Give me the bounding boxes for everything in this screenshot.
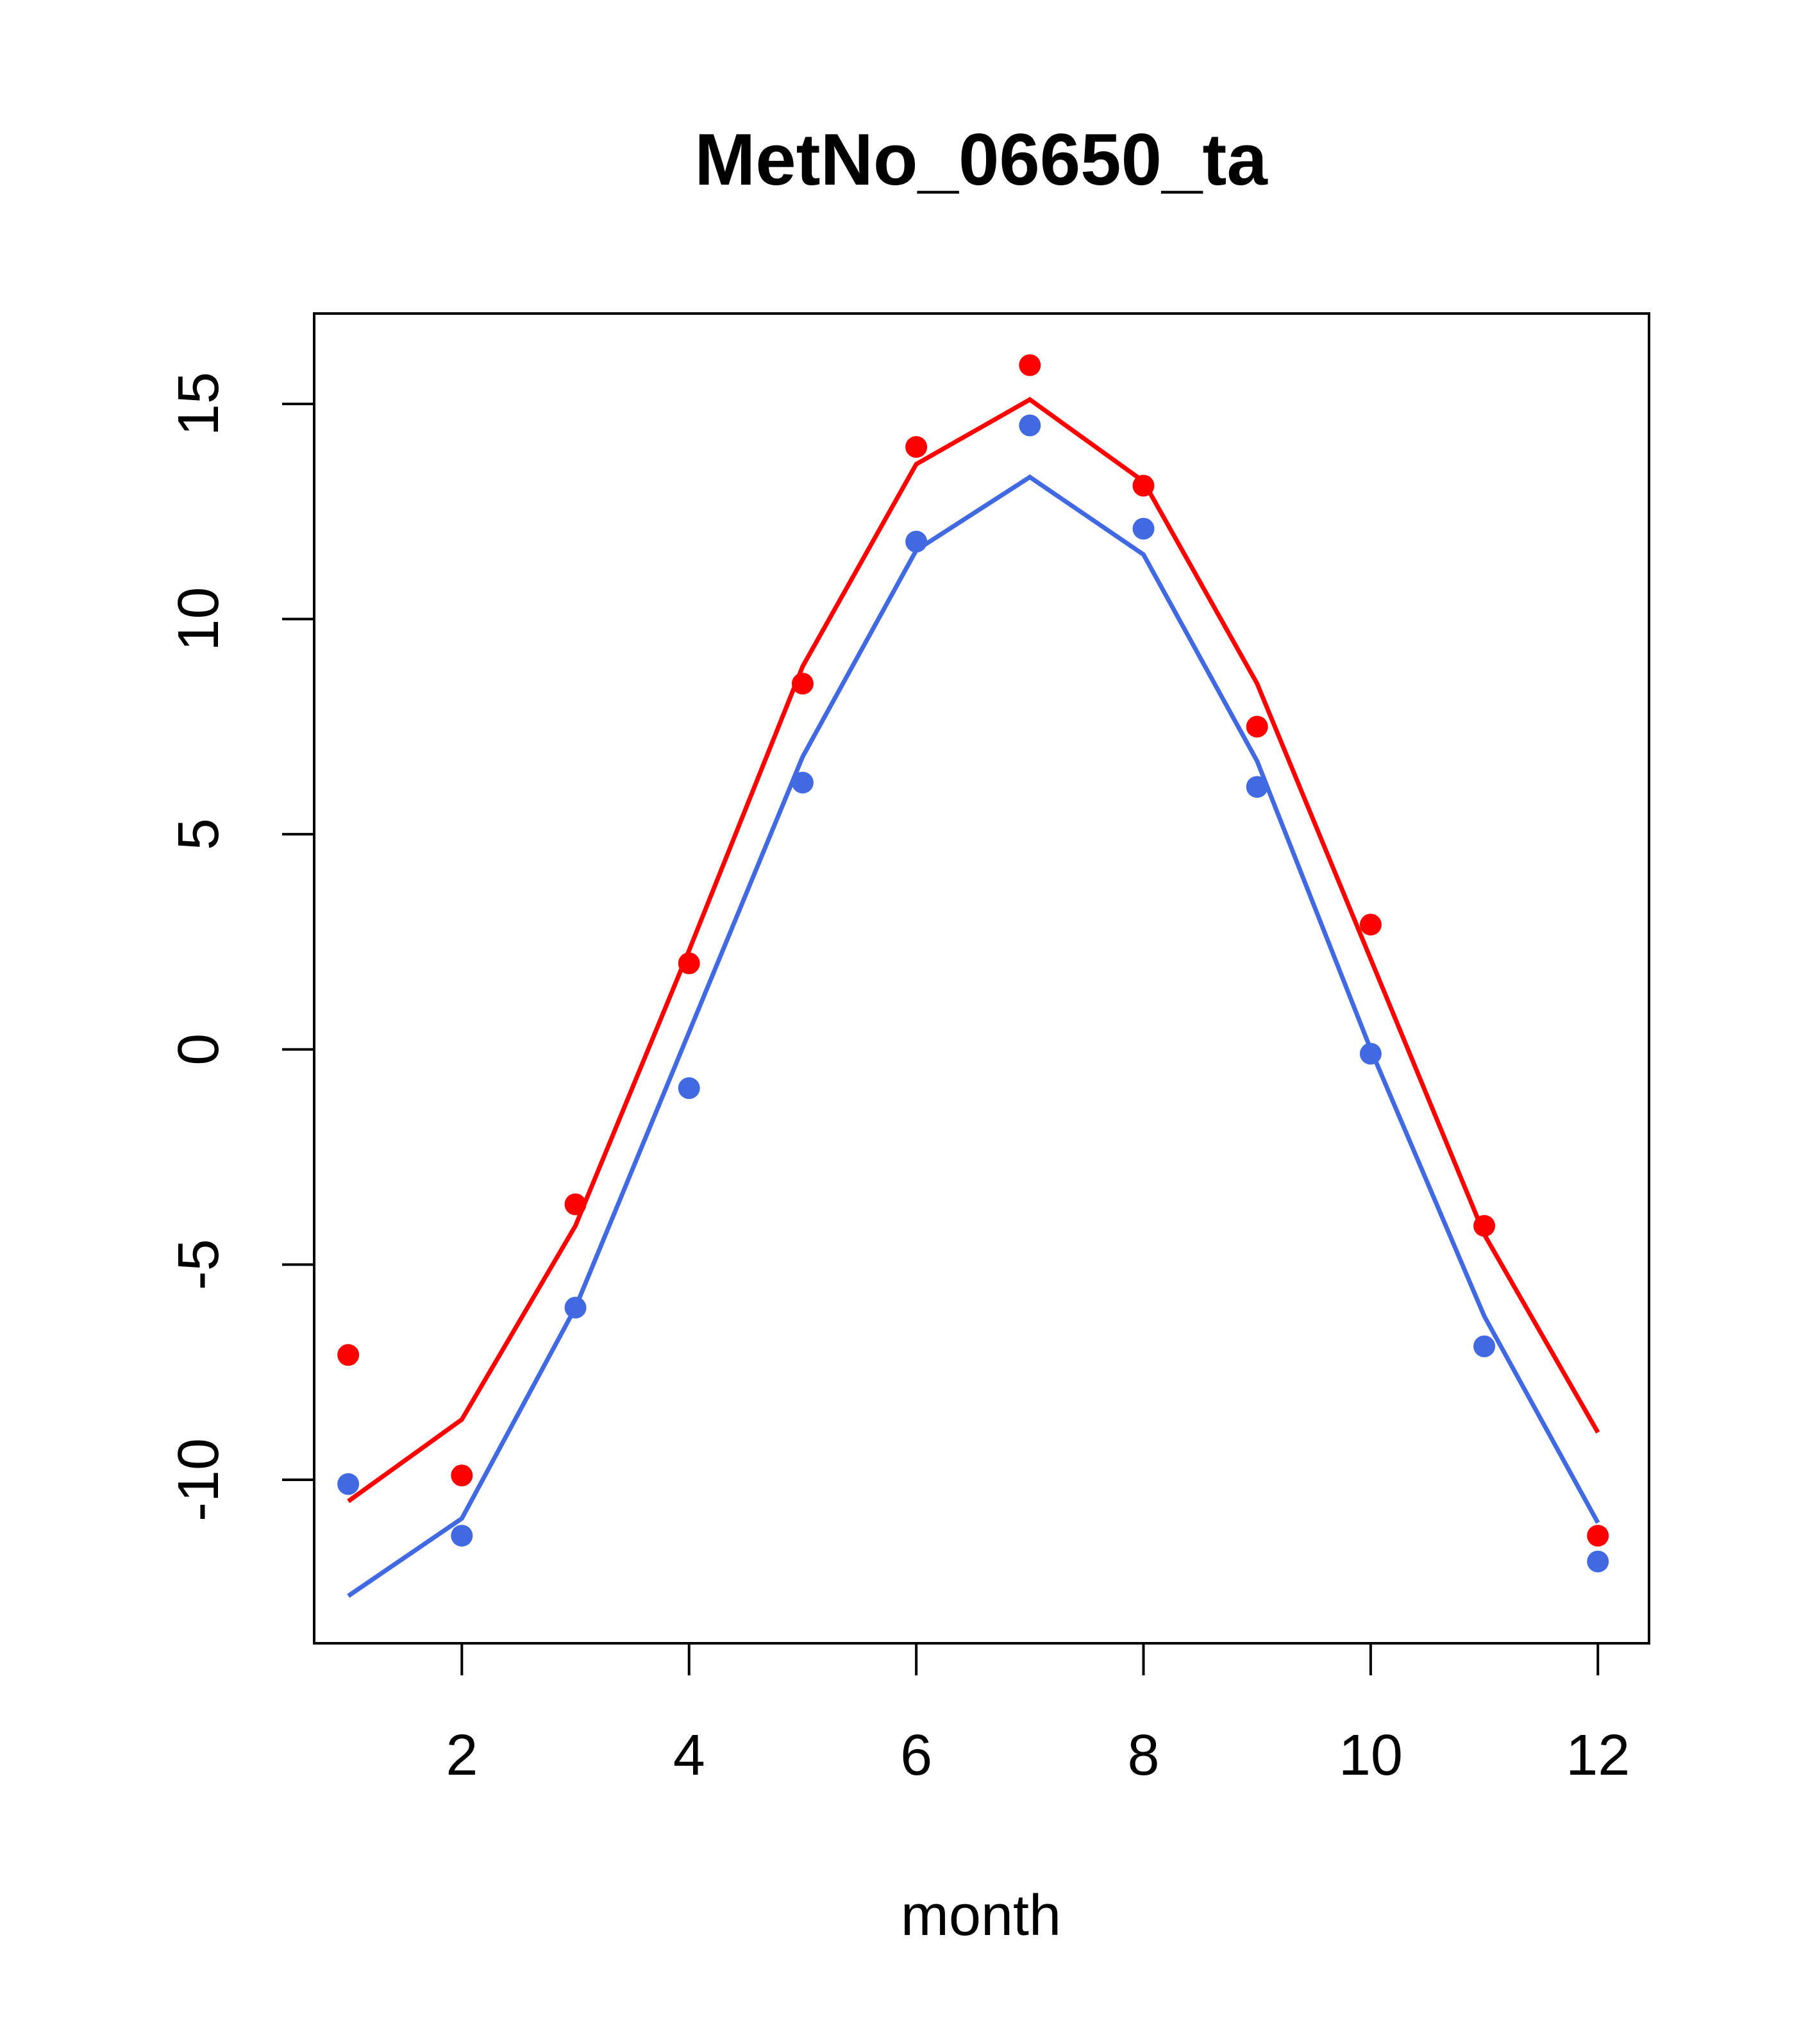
y-tick-label: 15 <box>167 372 231 436</box>
data-point <box>451 1464 473 1487</box>
series-line-1 <box>347 397 1600 1504</box>
data-point <box>1132 517 1155 540</box>
y-axis: -10 -5 0 5 10 15 <box>167 372 314 1521</box>
data-point <box>1132 474 1155 497</box>
data-point <box>1246 776 1268 798</box>
data-point <box>337 1473 360 1495</box>
y-tick-label: -5 <box>167 1239 231 1290</box>
x-tick-label: 12 <box>1566 1723 1630 1788</box>
data-point <box>337 1344 360 1366</box>
y-tick-label: 0 <box>167 1034 231 1066</box>
data-point <box>451 1525 473 1547</box>
data-point <box>678 952 700 975</box>
data-point <box>1019 354 1041 376</box>
x-tick-label: 8 <box>1127 1723 1159 1788</box>
data-point <box>1246 716 1268 738</box>
x-tick-label: 4 <box>673 1723 705 1788</box>
series-layer <box>337 354 1609 1598</box>
y-tick-label: 10 <box>167 587 231 651</box>
data-point <box>1473 1214 1496 1237</box>
x-axis-label: month <box>901 1884 1061 1948</box>
data-point <box>1587 1550 1609 1573</box>
data-point <box>791 771 814 794</box>
data-point <box>1473 1335 1496 1357</box>
data-point <box>905 436 928 458</box>
data-point <box>1359 914 1382 936</box>
y-tick-label: -10 <box>167 1438 231 1521</box>
y-tick-label: 5 <box>167 818 231 850</box>
data-point <box>1587 1525 1609 1547</box>
x-tick-label: 10 <box>1339 1723 1403 1788</box>
data-point <box>1359 1043 1382 1065</box>
series-line-2 <box>347 474 1600 1598</box>
data-point <box>678 1077 700 1100</box>
data-point <box>564 1296 587 1319</box>
x-axis: 2 4 6 8 10 12 <box>446 1643 1630 1788</box>
x-tick-label: 2 <box>446 1723 478 1788</box>
data-point <box>791 673 814 695</box>
data-point <box>905 530 928 553</box>
chart-title: MetNo_06650_ta <box>694 119 1268 201</box>
plot-frame <box>313 312 1650 1645</box>
x-tick-label: 6 <box>900 1723 932 1788</box>
data-point <box>564 1193 587 1216</box>
data-point <box>1019 414 1041 437</box>
